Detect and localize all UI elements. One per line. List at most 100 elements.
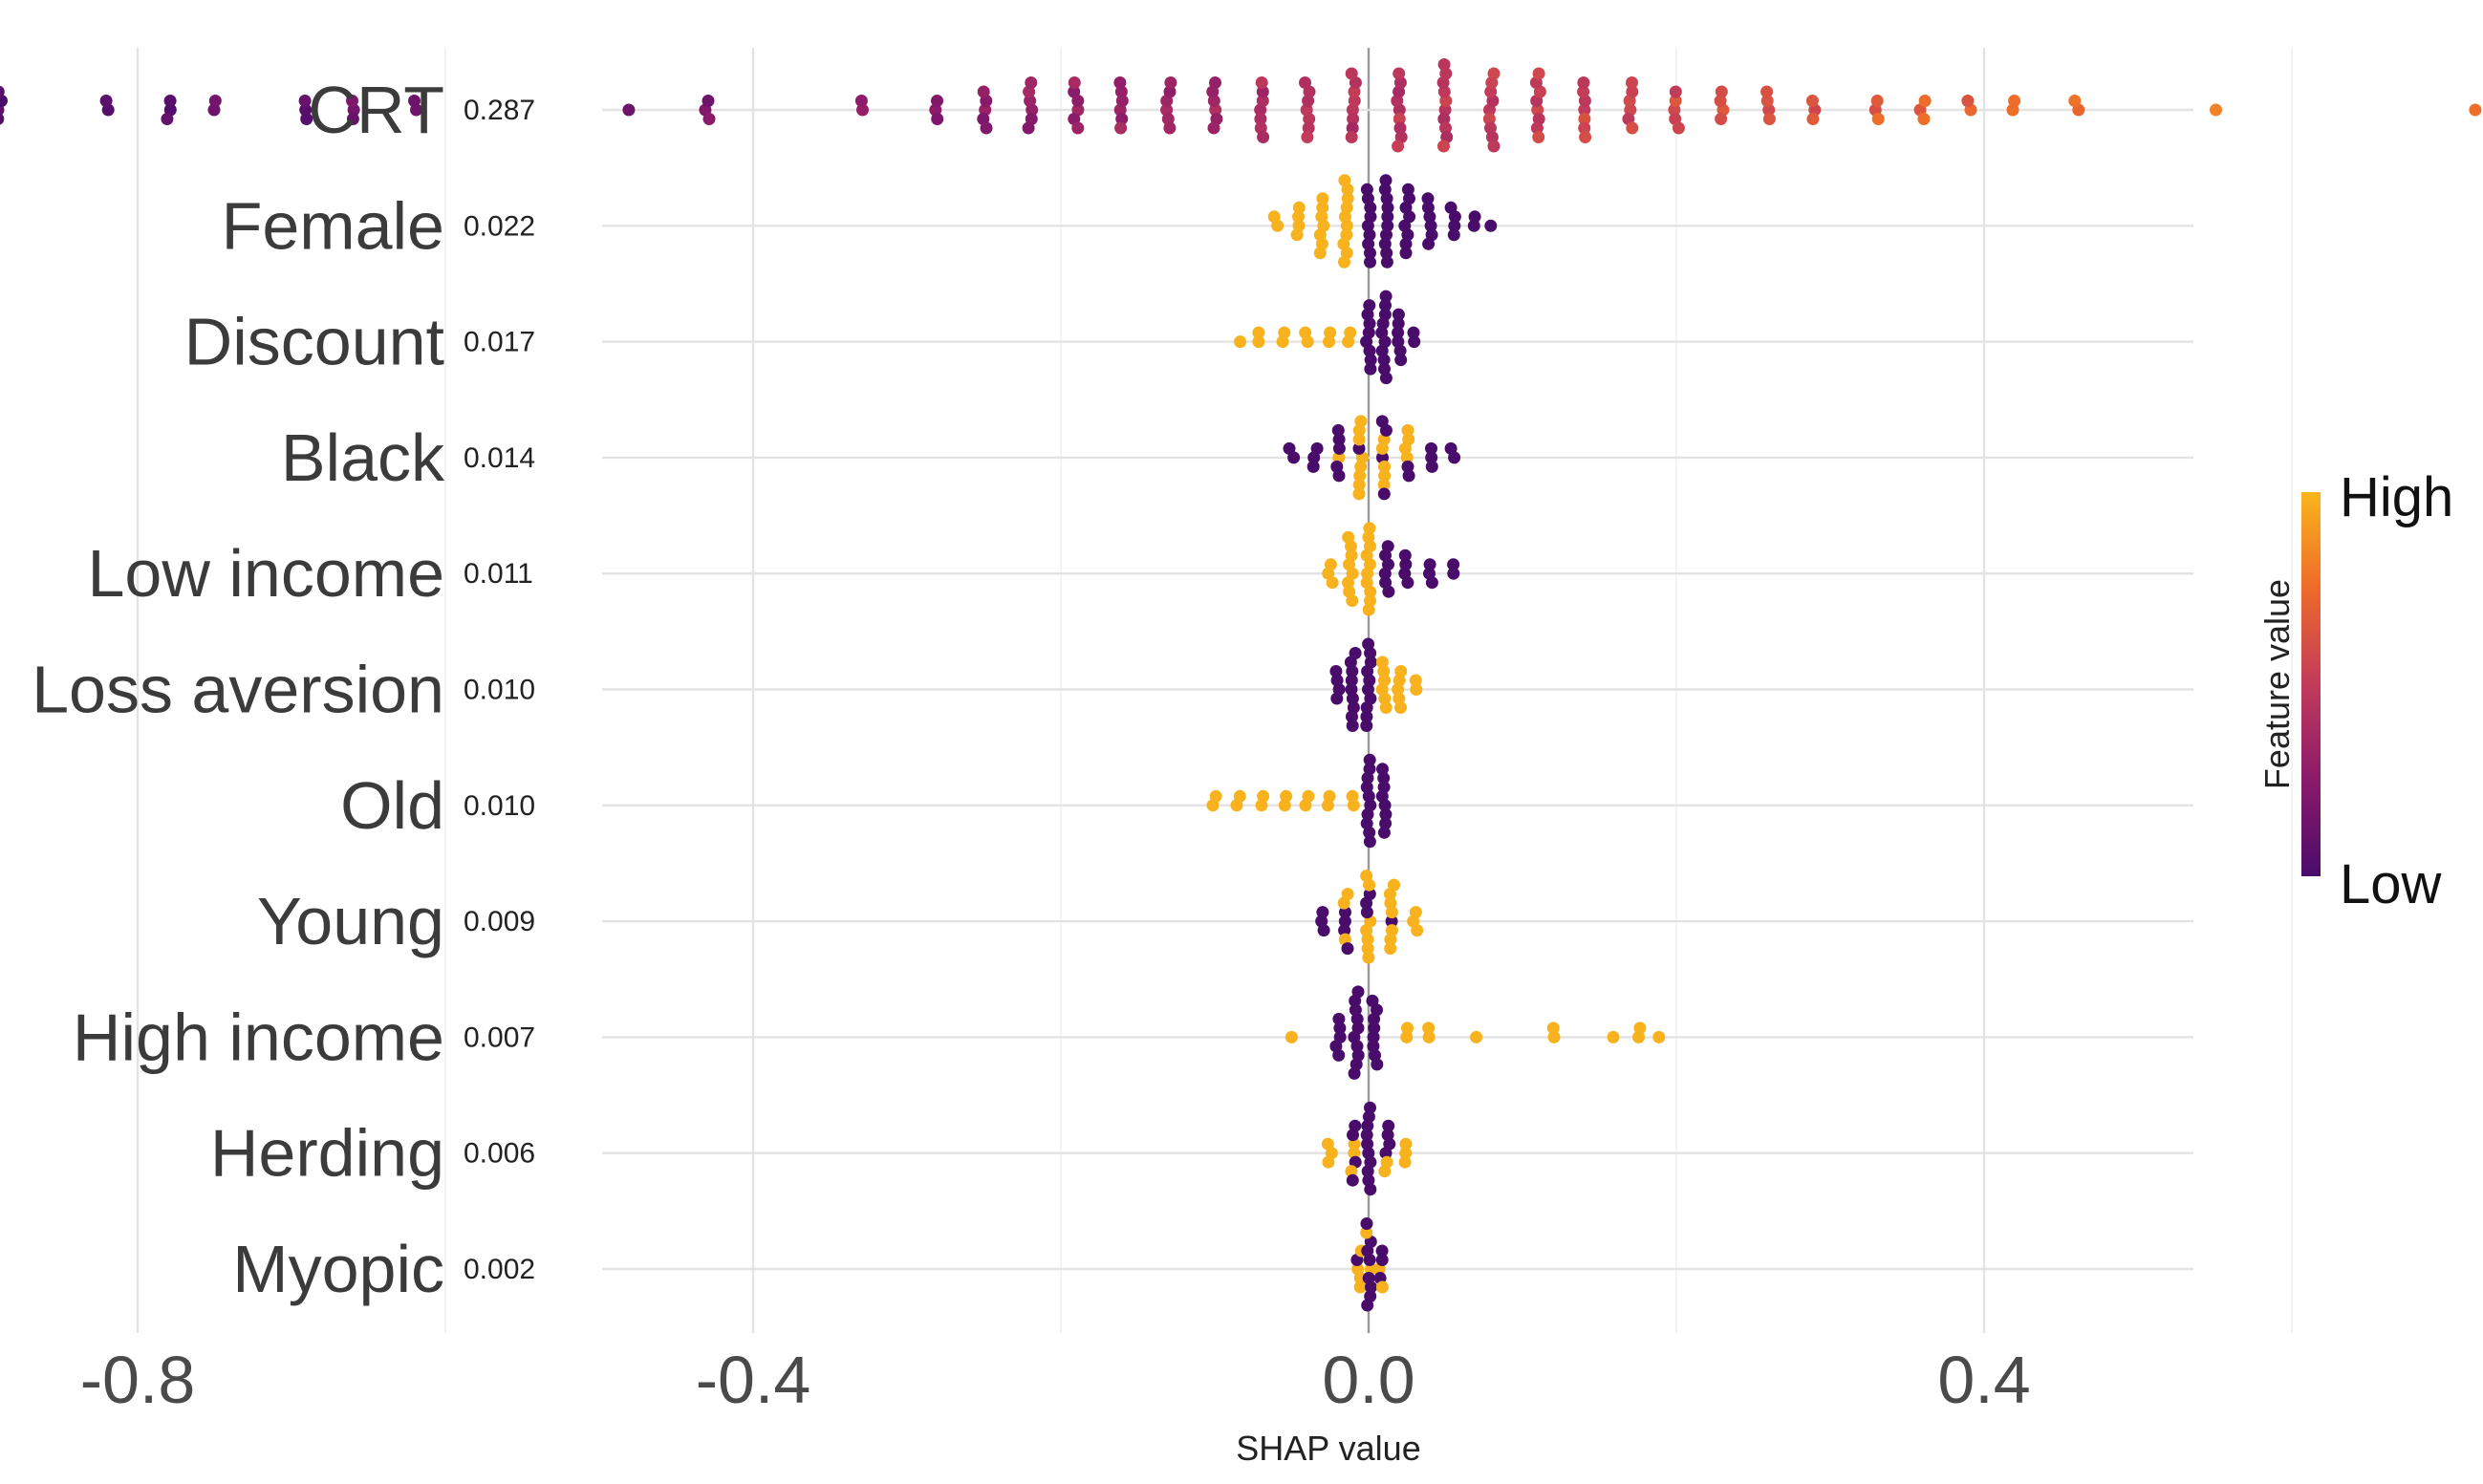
shap-point [1348, 85, 1361, 98]
shap-point [1394, 701, 1407, 714]
shap-point [1403, 192, 1415, 205]
shap-point [1332, 1012, 1346, 1025]
shap-point [1345, 674, 1358, 687]
shap-point [1401, 183, 1414, 196]
shap-point [1375, 1244, 1389, 1258]
importance-label: 0.007 [464, 1022, 535, 1053]
shap-point [1382, 1119, 1395, 1132]
shap-point [1437, 58, 1451, 71]
shap-point [1115, 95, 1129, 107]
shap-point [1870, 95, 1884, 107]
feature-label: Myopic [232, 1232, 444, 1306]
shap-point [1467, 219, 1480, 232]
shap-point [1626, 85, 1639, 98]
shap-point [1360, 720, 1373, 732]
shap-point [1330, 674, 1344, 687]
shap-point [1348, 95, 1361, 107]
shap-point [1669, 85, 1682, 98]
shap-point [1364, 656, 1377, 669]
shap-point [1379, 372, 1393, 385]
shap-point [1547, 1030, 1561, 1043]
shap-point [1380, 247, 1393, 260]
shap-point [1378, 183, 1392, 196]
shap-point [1302, 95, 1315, 107]
shap-point [1348, 1066, 1361, 1080]
shap-point [1313, 247, 1327, 260]
shap-point [1366, 994, 1379, 1007]
shap-point [1292, 201, 1306, 214]
shap-point [1342, 576, 1354, 590]
feature-label: Female [222, 188, 444, 263]
shap-point [1233, 789, 1246, 803]
shap-point [1068, 85, 1081, 98]
shap-point [1361, 933, 1374, 946]
shap-point [1384, 896, 1397, 910]
shap-point [622, 103, 636, 117]
shap-point [1363, 888, 1376, 901]
shap-point [299, 103, 313, 117]
shap-point [1806, 113, 1820, 125]
shap-point [1364, 354, 1377, 367]
shap-point [1607, 1030, 1620, 1043]
shap-point [1254, 113, 1267, 125]
shap-point [99, 95, 113, 107]
shap-point [1316, 906, 1329, 919]
shap-point [1071, 121, 1085, 135]
shap-point [1353, 1272, 1367, 1284]
shap-point [1347, 799, 1360, 812]
shap-point [1380, 228, 1393, 242]
shap-point [1379, 817, 1393, 830]
shap-point [1360, 183, 1373, 196]
shap-point [1409, 906, 1422, 919]
shap-point [1402, 433, 1415, 446]
shap-point [1341, 942, 1354, 956]
shap-point [1363, 228, 1376, 242]
shap-point [702, 113, 716, 125]
shap-point [1377, 354, 1391, 367]
shap-point [1367, 1030, 1380, 1043]
feature-label: Low income [87, 536, 444, 611]
importance-label: 0.002 [464, 1254, 535, 1285]
shap-point [207, 103, 221, 117]
feature-label: Young [257, 884, 444, 958]
x-axis-title: SHAP value [1236, 1429, 1420, 1468]
shap-point [1377, 826, 1391, 839]
shap-point [1532, 67, 1545, 80]
shap-point [977, 85, 990, 98]
shap-point [1364, 255, 1376, 269]
shap-point [1715, 113, 1728, 125]
shap-point [1209, 789, 1222, 803]
shap-point [1401, 460, 1414, 473]
shap-point [1361, 807, 1374, 821]
shap-point [1363, 835, 1376, 849]
shap-point [1444, 441, 1457, 455]
shap-point [1401, 576, 1414, 590]
shap-point [1360, 1226, 1373, 1239]
shap-point [1316, 192, 1329, 205]
shap-point [1470, 1030, 1483, 1043]
beeswarm-points [0, 58, 2482, 1312]
shap-point [1364, 247, 1376, 260]
shap-point [1349, 647, 1362, 659]
importance-label: 0.022 [464, 210, 535, 242]
legend-high-label: High [2340, 466, 2453, 528]
shap-point [1363, 763, 1376, 776]
feature-label: Old [340, 768, 444, 843]
shap-point [1918, 95, 1932, 107]
importance-label: 0.009 [464, 906, 535, 937]
shap-point [1487, 140, 1501, 153]
shap-point [1407, 326, 1420, 339]
shap-point [1393, 121, 1407, 135]
shap-point [1256, 85, 1269, 98]
shap-point [854, 95, 868, 107]
shap-point [702, 95, 715, 107]
shap-point [1378, 237, 1392, 250]
shap-point [1362, 603, 1375, 616]
shap-point [1672, 121, 1685, 135]
shap-point [1468, 210, 1481, 224]
shap-point [1324, 558, 1337, 571]
shap-point [1961, 95, 1975, 107]
shap-point [1376, 763, 1389, 776]
shap-point [1361, 1137, 1374, 1151]
shap-point [1024, 95, 1037, 107]
